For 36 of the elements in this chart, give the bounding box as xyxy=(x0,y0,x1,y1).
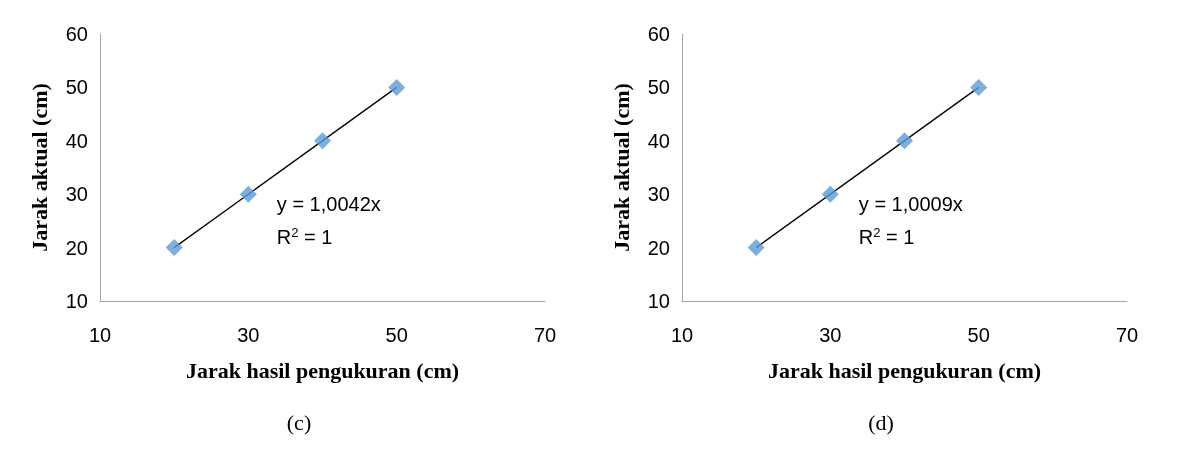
x-axis-title: Jarak hasil pengukuran (cm) xyxy=(185,357,460,383)
x-tick-label: 70 xyxy=(1115,324,1139,346)
point xyxy=(821,185,839,203)
y-tick-label: 40 xyxy=(65,129,88,152)
y-tick-label: 60 xyxy=(647,23,670,45)
y-tick-label: 10 xyxy=(647,290,670,312)
y-tick-label: 50 xyxy=(65,76,88,99)
y-tick-label: 20 xyxy=(65,236,88,259)
text: (c) xyxy=(286,409,312,435)
x-tick-label: 50 xyxy=(967,324,990,346)
point xyxy=(314,132,331,150)
y-tick-label: 20 xyxy=(647,236,670,259)
y-tick-label: 30 xyxy=(65,183,88,206)
point xyxy=(239,185,257,203)
y-tick-label: 60 xyxy=(65,23,88,45)
x-tick-label: 10 xyxy=(88,324,112,346)
x-tick-label: 50 xyxy=(385,324,408,346)
text: (d) xyxy=(868,409,894,435)
annotation: y = 1,0009x xyxy=(858,193,963,216)
x-axis-title: Jarak hasil pengukuran (cm) xyxy=(767,357,1042,383)
y-axis-title: Jarak aktual (cm) xyxy=(26,83,52,252)
y-tick-label: 30 xyxy=(647,183,670,206)
point xyxy=(970,78,988,96)
y-axis-title: Jarak aktual (cm) xyxy=(608,83,634,252)
x-tick-label: 30 xyxy=(819,324,842,346)
x-tick-label: 30 xyxy=(237,324,260,346)
y-tick-label: 10 xyxy=(65,290,88,312)
annotation: y = 1,0042x xyxy=(276,193,381,216)
point xyxy=(165,239,183,257)
point xyxy=(896,132,913,150)
y-tick-label: 50 xyxy=(647,76,670,99)
point xyxy=(747,239,765,257)
x-tick-label: 70 xyxy=(533,324,557,346)
point xyxy=(388,78,406,96)
x-tick-label: 10 xyxy=(670,324,694,346)
y-tick-label: 40 xyxy=(647,129,670,152)
